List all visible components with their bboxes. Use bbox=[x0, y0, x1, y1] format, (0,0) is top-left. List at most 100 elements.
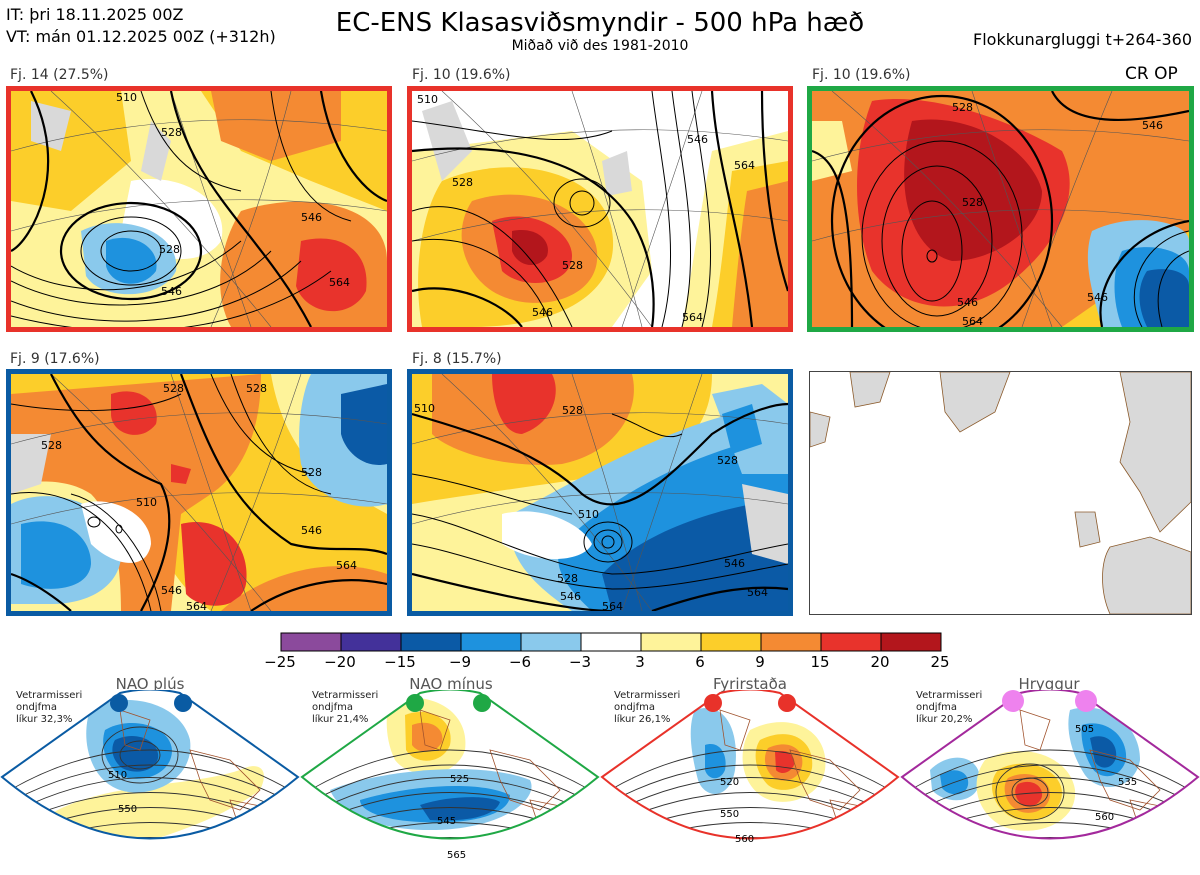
colorbar-swatch bbox=[280, 632, 342, 652]
run-info: IT: þri 18.11.2025 00Z VT: mán 01.12.202… bbox=[6, 4, 276, 48]
contour-labels: 510 528 528 546 564 546 564 bbox=[417, 93, 755, 324]
contour-label: 528 bbox=[246, 382, 267, 395]
contour-label: 564 bbox=[747, 586, 768, 599]
contour-label: 546 bbox=[161, 584, 182, 597]
contour-label: 528 bbox=[952, 101, 973, 114]
contour-label: 528 bbox=[557, 572, 578, 585]
regime-stats-ridge: Vetrarmisseri ondjfma líkur 20,2% bbox=[916, 690, 983, 725]
contour-labels: 528 546 528 546 564 546 bbox=[952, 101, 1163, 327]
colorbar-tick: 20 bbox=[870, 653, 890, 671]
panel-1-label: Fj. 14 (27.5%) bbox=[10, 67, 109, 83]
regime-dot bbox=[473, 694, 491, 712]
contour-label: 510 bbox=[116, 91, 137, 104]
contour-label: 528 bbox=[562, 259, 583, 272]
regime-title-blocking: Fyrirstaða bbox=[713, 675, 787, 693]
control-operational-tag: CR OP bbox=[1125, 64, 1178, 84]
contour-label: 510 bbox=[136, 496, 157, 509]
page-title: EC-ENS Klasasviðsmyndir - 500 hPa hæð bbox=[335, 8, 865, 38]
classification-window: Flokkunargluggi t+264-360 bbox=[973, 30, 1192, 49]
regime-stats-nao-plus: Vetrarmisseri ondjfma líkur 32,3% bbox=[16, 690, 83, 725]
panel-3-label: Fj. 10 (19.6%) bbox=[812, 67, 911, 83]
regime-map-blocking[interactable]: 520 550 560 bbox=[600, 688, 900, 875]
colorbar-swatch bbox=[700, 632, 762, 652]
panel-2-label: Fj. 10 (19.6%) bbox=[412, 67, 511, 83]
colorbar-tick: −25 bbox=[264, 653, 296, 671]
contour-label: 546 bbox=[1142, 119, 1163, 132]
contour-labels: 510 528 546 564 546 528 bbox=[116, 91, 350, 298]
regime-contour-label: 560 bbox=[735, 834, 754, 845]
contour-label: 546 bbox=[687, 133, 708, 146]
contour-label: 528 bbox=[41, 439, 62, 452]
panel-4-label: Fj. 9 (17.6%) bbox=[10, 351, 100, 367]
contour-label: 528 bbox=[161, 126, 182, 139]
colorbar-tick: −15 bbox=[384, 653, 416, 671]
contour-label: 528 bbox=[163, 382, 184, 395]
regime-dot bbox=[704, 694, 722, 712]
colorbar-swatch bbox=[760, 632, 822, 652]
contour-label: 528 bbox=[962, 196, 983, 209]
contour-label: 546 bbox=[532, 306, 553, 319]
regime-dot bbox=[778, 694, 796, 712]
contour-label: 510 bbox=[578, 508, 599, 521]
regime-contour-label: 510 bbox=[108, 770, 127, 781]
colorbar-tick: −20 bbox=[324, 653, 356, 671]
contour-labels: 510 528 528 510 528 546 546 564 564 bbox=[414, 402, 768, 611]
colorbar-swatch bbox=[520, 632, 582, 652]
regime-dot bbox=[406, 694, 424, 712]
colorbar-tick: 25 bbox=[930, 653, 950, 671]
page-subtitle: Miðað við des 1981-2010 bbox=[511, 38, 689, 54]
regime-dot bbox=[1002, 690, 1024, 712]
cluster-map-1[interactable]: 510 528 546 564 546 528 bbox=[6, 86, 392, 332]
colorbar-tick: 3 bbox=[635, 653, 645, 671]
regime-contour-label: 550 bbox=[118, 804, 137, 815]
cluster-map-5[interactable]: 510 528 528 510 528 546 546 564 564 bbox=[407, 369, 793, 616]
contour-label: 528 bbox=[452, 176, 473, 189]
regime-map-nao-minus[interactable]: 525 545 565 bbox=[300, 688, 600, 875]
cluster-map-3[interactable]: 528 546 528 546 564 546 bbox=[807, 86, 1194, 332]
contour-label: 564 bbox=[734, 159, 755, 172]
cluster-map-2[interactable]: 510 528 528 546 564 546 564 bbox=[407, 86, 793, 332]
regime-title-nao-plus: NAO plús bbox=[115, 675, 185, 693]
contour-label: 546 bbox=[301, 211, 322, 224]
regime-contour-label: 520 bbox=[720, 777, 739, 788]
contour-label: 546 bbox=[957, 296, 978, 309]
colorbar-tick: −6 bbox=[508, 653, 532, 671]
colorbar-swatch bbox=[340, 632, 402, 652]
contour-label: 564 bbox=[329, 276, 350, 289]
regime-title-ridge: Hryggur bbox=[1018, 675, 1080, 693]
contour-label: 546 bbox=[161, 285, 182, 298]
initial-time: IT: þri 18.11.2025 00Z bbox=[6, 5, 184, 24]
contour-label: 528 bbox=[159, 243, 180, 256]
regime-contour-label: 505 bbox=[1075, 724, 1094, 735]
regime-contour-label: 525 bbox=[450, 774, 469, 785]
contour-label: 564 bbox=[602, 600, 623, 611]
contour-label: 564 bbox=[186, 600, 207, 611]
regime-contour-label: 545 bbox=[437, 816, 456, 827]
cluster-map-4[interactable]: 528 528 510 528 546 546 564 528 564 bbox=[6, 369, 392, 616]
contour-label: 546 bbox=[301, 524, 322, 537]
contour-label: 510 bbox=[414, 402, 435, 415]
regime-contour-label: 535 bbox=[1118, 777, 1137, 788]
regime-dot bbox=[174, 694, 192, 712]
regime-stats-nao-minus: Vetrarmisseri ondjfma líkur 21,4% bbox=[312, 690, 379, 725]
regime-contour-label: 565 bbox=[447, 850, 466, 861]
contour-label: 564 bbox=[682, 311, 703, 324]
colorbar-tick: 15 bbox=[810, 653, 830, 671]
regime-map-nao-plus[interactable]: 510 550 bbox=[0, 688, 300, 875]
colorbar-tick: 6 bbox=[695, 653, 705, 671]
regime-map-ridge[interactable]: 505 535 560 bbox=[900, 688, 1200, 875]
empty-map-panel bbox=[809, 371, 1192, 615]
regime-title-nao-minus: NAO mínus bbox=[409, 675, 493, 693]
colorbar-swatch bbox=[400, 632, 462, 652]
colorbar-tick: 9 bbox=[755, 653, 765, 671]
contour-label: 546 bbox=[724, 557, 745, 570]
contour-label: 546 bbox=[1087, 291, 1108, 304]
colorbar-tick: −3 bbox=[568, 653, 592, 671]
anomaly-colorbar bbox=[280, 632, 942, 652]
contour-label: 528 bbox=[717, 454, 738, 467]
regime-stats-blocking: Vetrarmisseri ondjfma líkur 26,1% bbox=[614, 690, 681, 725]
panel-5-label: Fj. 8 (15.7%) bbox=[412, 351, 502, 367]
contour-label: 564 bbox=[336, 559, 357, 572]
regime-dot bbox=[110, 694, 128, 712]
regime-contour-label: 560 bbox=[1095, 812, 1114, 823]
